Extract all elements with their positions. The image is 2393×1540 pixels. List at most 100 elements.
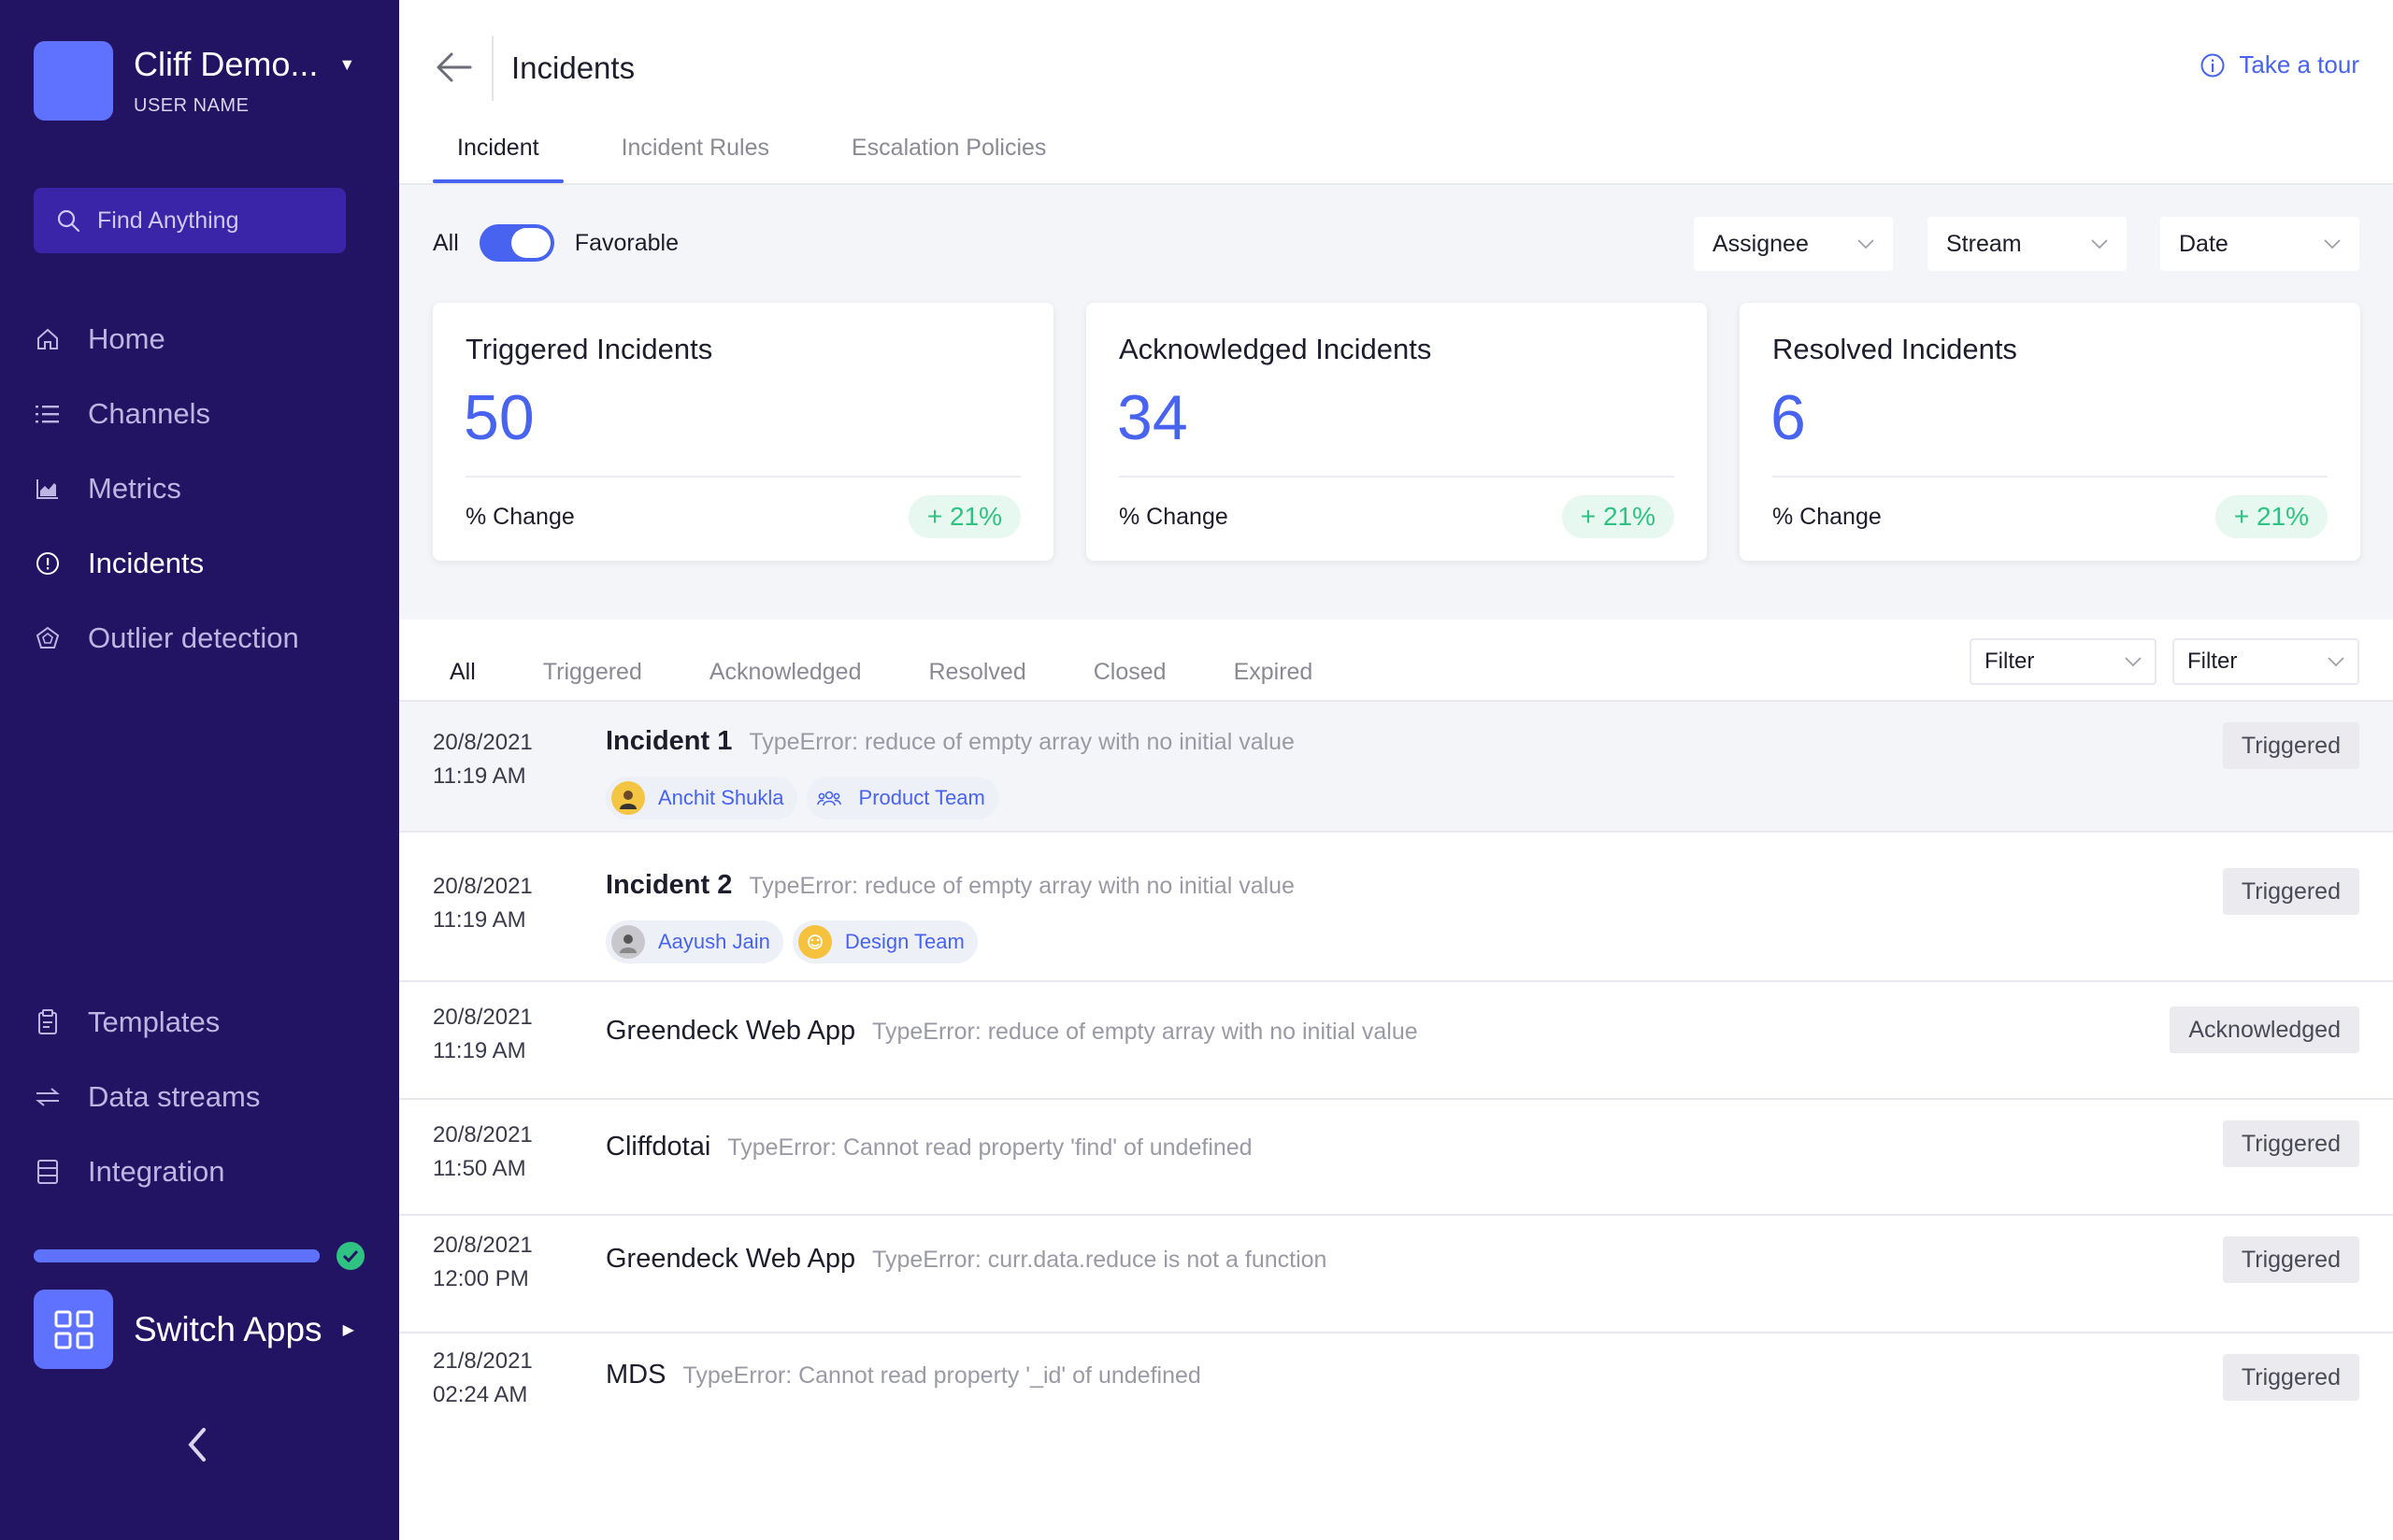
- tab-closed[interactable]: Closed: [1093, 659, 1167, 685]
- incident-list: All Triggered Acknowledged Resolved Clos…: [399, 620, 2393, 1540]
- page-title: Incidents: [511, 50, 636, 85]
- assignee-tag[interactable]: Anchit Shukla: [606, 777, 797, 820]
- streams-icon: [34, 1083, 62, 1111]
- filter-dropdown-1[interactable]: Filter: [1970, 638, 2157, 685]
- sidebar-item-label: Integration: [88, 1155, 225, 1188]
- alert-circle-icon: [34, 549, 62, 578]
- stats-area: All Favorable Assignee Stream Date Trigg…: [399, 185, 2393, 620]
- tab-incident[interactable]: Incident: [433, 131, 564, 183]
- row-date: 20/8/2021: [433, 1233, 533, 1258]
- stream-dropdown[interactable]: Stream: [1927, 217, 2127, 271]
- stat-title: Resolved Incidents: [1772, 333, 2017, 365]
- caret-down-icon: ▼: [338, 54, 356, 74]
- team-tag[interactable]: Product Team: [806, 777, 998, 820]
- incident-row[interactable]: 20/8/2021 11:19 AM Incident 2 TypeError:…: [399, 849, 2393, 982]
- incident-description: TypeError: reduce of empty array with no…: [749, 729, 1295, 755]
- sidebar-item-label: Home: [88, 322, 165, 355]
- change-label: % Change: [1772, 504, 1882, 530]
- date-dropdown[interactable]: Date: [2160, 217, 2359, 271]
- incident-description: TypeError: Cannot read property '_id' of…: [682, 1362, 1201, 1389]
- incident-row[interactable]: 20/8/2021 12:00 PM Greendeck Web App Typ…: [399, 1218, 2393, 1333]
- avatar: [611, 781, 645, 815]
- tab-expired[interactable]: Expired: [1233, 659, 1313, 685]
- tab-incident-rules[interactable]: Incident Rules: [621, 135, 769, 161]
- assignee-tag[interactable]: Aayush Jain: [606, 920, 783, 963]
- main-content: Incidents Take a tour Incident Incident …: [399, 0, 2393, 1540]
- sidebar-item-metrics[interactable]: Metrics: [34, 466, 181, 511]
- workspace-avatar: [34, 41, 113, 121]
- collapse-sidebar-icon[interactable]: [183, 1426, 211, 1463]
- stat-card-triggered: Triggered Incidents 50 % Change + 21%: [433, 303, 1053, 561]
- tab-triggered[interactable]: Triggered: [542, 659, 642, 685]
- sidebar-item-templates[interactable]: Templates: [34, 1000, 220, 1045]
- switch-apps-label: Switch Apps: [134, 1309, 322, 1348]
- row-time: 11:19 AM: [433, 763, 526, 789]
- tab-all[interactable]: All: [433, 653, 493, 706]
- change-badge: + 21%: [1561, 495, 1674, 538]
- incident-name[interactable]: Greendeck Web App: [606, 1244, 856, 1274]
- sidebar-item-data-streams[interactable]: Data streams: [34, 1075, 260, 1119]
- incident-name[interactable]: Incident 2: [606, 870, 733, 900]
- dropdown-label: Stream: [1946, 230, 2022, 257]
- tab-acknowledged[interactable]: Acknowledged: [709, 659, 862, 685]
- design-team-icon: [797, 925, 832, 959]
- workspace-switcher[interactable]: Cliff Demo... ▼ USER NAME: [34, 41, 355, 121]
- chart-icon: [34, 475, 62, 503]
- incident-row[interactable]: 21/8/2021 02:24 AM MDS TypeError: Cannot…: [399, 1335, 2393, 1447]
- tour-label: Take a tour: [2239, 50, 2359, 78]
- assignee-name: Anchit Shukla: [658, 786, 784, 809]
- dropdown-label: Filter: [2187, 649, 2238, 674]
- change-label: % Change: [1119, 504, 1228, 530]
- chevron-down-icon: [2125, 657, 2142, 666]
- incident-name[interactable]: Greendeck Web App: [606, 1016, 856, 1046]
- sidebar-item-home[interactable]: Home: [34, 317, 165, 362]
- toggle-label-all: All: [433, 229, 459, 256]
- assignee-dropdown[interactable]: Assignee: [1694, 217, 1893, 271]
- chevron-down-icon: [2324, 239, 2341, 249]
- sidebar-item-label: Templates: [88, 1005, 221, 1038]
- incident-name[interactable]: Incident 1: [606, 726, 733, 756]
- integration-icon: [34, 1158, 62, 1186]
- progress-fill: [34, 1249, 320, 1262]
- sidebar-item-outlier-detection[interactable]: Outlier detection: [34, 616, 299, 661]
- sidebar-item-channels[interactable]: Channels: [34, 392, 210, 436]
- incident-description: TypeError: reduce of empty array with no…: [872, 1019, 1418, 1045]
- dropdown-label: Filter: [1985, 649, 2035, 674]
- filter-dropdown-2[interactable]: Filter: [2172, 638, 2359, 685]
- back-arrow-icon[interactable]: [433, 49, 474, 86]
- find-anything-search[interactable]: Find Anything: [34, 188, 346, 253]
- team-tag[interactable]: Design Team: [792, 920, 978, 963]
- stat-value: 34: [1117, 382, 1188, 453]
- row-time: 11:19 AM: [433, 1038, 526, 1063]
- caret-right-icon: ▶: [342, 1321, 354, 1338]
- status-badge: Triggered: [2222, 1354, 2359, 1401]
- sidebar-item-integration[interactable]: Integration: [34, 1149, 225, 1194]
- team-name: Product Team: [858, 786, 985, 809]
- divider: [1119, 476, 1674, 478]
- switch-apps-button[interactable]: Switch Apps ▶: [34, 1290, 354, 1369]
- take-a-tour-link[interactable]: Take a tour: [2200, 50, 2359, 79]
- incident-name[interactable]: MDS: [606, 1360, 666, 1390]
- tab-escalation-policies[interactable]: Escalation Policies: [852, 135, 1047, 161]
- incident-row[interactable]: 20/8/2021 11:19 AM Greendeck Web App Typ…: [399, 984, 2393, 1100]
- status-badge: Triggered: [2222, 868, 2359, 915]
- incident-row[interactable]: 20/8/2021 11:50 AM Cliffdotai TypeError:…: [399, 1102, 2393, 1216]
- incident-name[interactable]: Cliffdotai: [606, 1132, 711, 1162]
- divider: [1772, 476, 2328, 478]
- toggle-knob: [510, 228, 551, 258]
- avatar: [611, 925, 645, 959]
- incident-row[interactable]: 20/8/2021 11:19 AM Incident 1 TypeError:…: [399, 702, 2393, 833]
- tab-resolved[interactable]: Resolved: [928, 659, 1026, 685]
- status-badge: Triggered: [2222, 1120, 2359, 1167]
- row-time: 11:19 AM: [433, 907, 526, 933]
- template-icon: [34, 1008, 62, 1036]
- incident-description: TypeError: reduce of empty array with no…: [749, 873, 1295, 899]
- sidebar-item-incidents[interactable]: Incidents: [34, 541, 204, 586]
- workspace-username: USER NAME: [134, 95, 250, 116]
- row-time: 02:24 AM: [433, 1382, 528, 1407]
- search-label: Find Anything: [97, 207, 239, 234]
- row-time: 11:50 AM: [433, 1156, 526, 1181]
- status-badge: Triggered: [2222, 1236, 2359, 1283]
- incident-description: TypeError: curr.data.reduce is not a fun…: [872, 1247, 1327, 1273]
- favorable-toggle[interactable]: [479, 224, 554, 262]
